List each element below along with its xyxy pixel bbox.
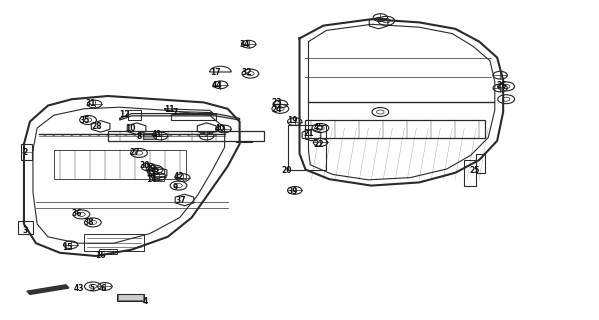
Text: 2: 2: [23, 148, 28, 156]
Text: 24: 24: [271, 105, 282, 114]
Text: 34: 34: [239, 40, 250, 49]
Text: 29: 29: [146, 164, 156, 173]
Bar: [143, 133, 156, 139]
Text: 38: 38: [83, 218, 94, 227]
Text: 41: 41: [152, 130, 162, 139]
Bar: [117, 294, 144, 301]
Text: 39: 39: [287, 187, 298, 196]
Text: 37: 37: [176, 196, 186, 205]
Text: 4: 4: [143, 297, 148, 306]
Text: 20: 20: [281, 166, 292, 175]
Text: 43: 43: [74, 284, 84, 293]
Text: 3: 3: [23, 226, 28, 235]
Text: 14: 14: [146, 175, 156, 184]
Text: 16: 16: [95, 251, 106, 260]
Text: 31: 31: [86, 99, 96, 108]
Bar: [128, 110, 141, 120]
Text: 36: 36: [71, 209, 82, 218]
Bar: [99, 249, 117, 254]
Bar: [54, 150, 186, 179]
Text: 22: 22: [313, 140, 324, 149]
Text: 26: 26: [497, 81, 507, 90]
Text: 30: 30: [140, 161, 150, 170]
Text: 21: 21: [303, 129, 314, 138]
Text: 32: 32: [241, 68, 252, 76]
Bar: [464, 160, 476, 186]
Polygon shape: [27, 285, 69, 294]
Text: 6: 6: [101, 284, 105, 293]
Text: 9: 9: [173, 183, 177, 192]
Text: 15: 15: [62, 243, 72, 252]
Text: 7: 7: [173, 108, 177, 117]
Text: 10: 10: [125, 124, 136, 133]
Bar: [21, 144, 32, 160]
Bar: [108, 131, 264, 141]
Text: 27: 27: [129, 148, 140, 157]
Bar: [153, 169, 164, 174]
Text: 42: 42: [173, 172, 184, 181]
Bar: [476, 154, 485, 173]
Bar: [84, 234, 144, 251]
Text: 25: 25: [469, 166, 480, 175]
Text: 19: 19: [287, 116, 298, 125]
Bar: [153, 176, 164, 181]
Text: 13: 13: [146, 169, 156, 178]
Text: 23: 23: [271, 98, 282, 107]
Text: 40: 40: [215, 124, 226, 133]
Bar: [305, 120, 485, 138]
Bar: [118, 294, 143, 300]
Text: 35: 35: [80, 116, 90, 124]
Bar: [288, 125, 326, 170]
Text: 8: 8: [137, 132, 141, 141]
Text: 28: 28: [92, 122, 102, 131]
Text: 33: 33: [149, 168, 160, 177]
Text: 5: 5: [89, 284, 94, 293]
Text: 45: 45: [313, 123, 324, 132]
Text: 44: 44: [211, 81, 222, 90]
Text: 11: 11: [164, 105, 174, 114]
Bar: [171, 114, 216, 120]
Text: 12: 12: [119, 110, 130, 119]
Text: 17: 17: [210, 68, 221, 76]
